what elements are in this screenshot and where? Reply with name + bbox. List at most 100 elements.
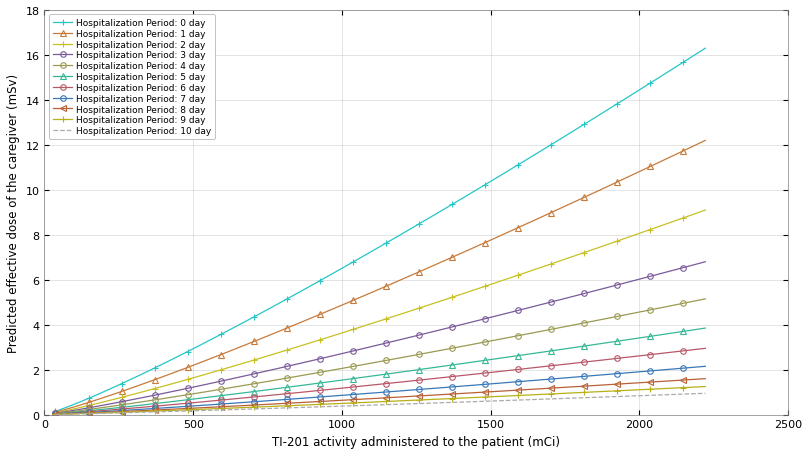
Hospitalization Period: 4 day: (593, 1.13): 4 day: (593, 1.13)	[216, 387, 226, 392]
Hospitalization Period: 9 day: (667, 0.313): 9 day: (667, 0.313)	[238, 405, 248, 410]
Hospitalization Period: 2 day: (593, 1.99): 2 day: (593, 1.99)	[216, 367, 226, 373]
Hospitalization Period: 8 day: (741, 0.453): 8 day: (741, 0.453)	[260, 402, 269, 407]
Hospitalization Period: 9 day: (593, 0.274): 9 day: (593, 0.274)	[216, 406, 226, 411]
Line: Hospitalization Period: 3 day: Hospitalization Period: 3 day	[53, 259, 708, 416]
Hospitalization Period: 6 day: (37, 0.0266): 6 day: (37, 0.0266)	[51, 411, 61, 417]
Hospitalization Period: 6 day: (667, 0.739): 6 day: (667, 0.739)	[238, 395, 248, 401]
X-axis label: TI-201 activity administered to the patient (mCi): TI-201 activity administered to the pati…	[273, 435, 561, 448]
Hospitalization Period: 1 day: (1.41e+03, 7.21): 1 day: (1.41e+03, 7.21)	[458, 250, 468, 256]
Hospitalization Period: 10 day: (1.41e+03, 0.562): 10 day: (1.41e+03, 0.562)	[458, 399, 468, 405]
Hospitalization Period: 8 day: (778, 0.479): 8 day: (778, 0.479)	[271, 401, 281, 407]
Line: Hospitalization Period: 4 day: Hospitalization Period: 4 day	[53, 296, 708, 416]
Hospitalization Period: 8 day: (407, 0.227): 8 day: (407, 0.227)	[161, 407, 171, 412]
Hospitalization Period: 5 day: (593, 0.843): 5 day: (593, 0.843)	[216, 393, 226, 399]
Hospitalization Period: 5 day: (778, 1.15): 5 day: (778, 1.15)	[271, 386, 281, 392]
Hospitalization Period: 2 day: (778, 2.72): 2 day: (778, 2.72)	[271, 351, 281, 356]
Hospitalization Period: 3 day: (667, 1.7): 3 day: (667, 1.7)	[238, 374, 248, 379]
Hospitalization Period: 1 day: (593, 2.67): 1 day: (593, 2.67)	[216, 352, 226, 358]
Hospitalization Period: 4 day: (37, 0.0464): 4 day: (37, 0.0464)	[51, 411, 61, 416]
Hospitalization Period: 10 day: (407, 0.135): 10 day: (407, 0.135)	[161, 409, 171, 415]
Hospitalization Period: 0 day: (1.41e+03, 9.64): 0 day: (1.41e+03, 9.64)	[458, 196, 468, 201]
Hospitalization Period: 8 day: (37, 0.0144): 8 day: (37, 0.0144)	[51, 412, 61, 417]
Hospitalization Period: 4 day: (1.41e+03, 3.05): 4 day: (1.41e+03, 3.05)	[458, 344, 468, 349]
Hospitalization Period: 9 day: (741, 0.354): 9 day: (741, 0.354)	[260, 404, 269, 410]
Hospitalization Period: 8 day: (1.41e+03, 0.946): 8 day: (1.41e+03, 0.946)	[458, 391, 468, 396]
Hospitalization Period: 7 day: (407, 0.305): 7 day: (407, 0.305)	[161, 405, 171, 410]
Hospitalization Period: 6 day: (407, 0.419): 6 day: (407, 0.419)	[161, 403, 171, 408]
Hospitalization Period: 0 day: (778, 4.88): 0 day: (778, 4.88)	[271, 303, 281, 308]
Hospitalization Period: 10 day: (667, 0.238): 10 day: (667, 0.238)	[238, 407, 248, 412]
Hospitalization Period: 3 day: (778, 2.03): 3 day: (778, 2.03)	[271, 366, 281, 372]
Hospitalization Period: 6 day: (741, 0.834): 6 day: (741, 0.834)	[260, 393, 269, 399]
Y-axis label: Predicted effective dose of the caregiver (mSv): Predicted effective dose of the caregive…	[7, 74, 20, 352]
Hospitalization Period: 1 day: (741, 3.45): 1 day: (741, 3.45)	[260, 334, 269, 340]
Hospitalization Period: 4 day: (741, 1.46): 4 day: (741, 1.46)	[260, 379, 269, 385]
Hospitalization Period: 7 day: (741, 0.608): 7 day: (741, 0.608)	[260, 399, 269, 404]
Hospitalization Period: 5 day: (1.41e+03, 2.28): 5 day: (1.41e+03, 2.28)	[458, 361, 468, 366]
Hospitalization Period: 5 day: (667, 0.965): 5 day: (667, 0.965)	[238, 390, 248, 396]
Hospitalization Period: 7 day: (593, 0.471): 7 day: (593, 0.471)	[216, 401, 226, 407]
Hospitalization Period: 10 day: (2.22e+03, 0.95): 10 day: (2.22e+03, 0.95)	[701, 391, 710, 396]
Line: Hospitalization Period: 5 day: Hospitalization Period: 5 day	[53, 326, 708, 417]
Hospitalization Period: 2 day: (37, 0.082): 2 day: (37, 0.082)	[51, 410, 61, 415]
Hospitalization Period: 5 day: (407, 0.547): 5 day: (407, 0.547)	[161, 400, 171, 405]
Hospitalization Period: 1 day: (778, 3.65): 1 day: (778, 3.65)	[271, 330, 281, 336]
Hospitalization Period: 0 day: (593, 3.57): 0 day: (593, 3.57)	[216, 332, 226, 338]
Hospitalization Period: 7 day: (37, 0.0194): 7 day: (37, 0.0194)	[51, 412, 61, 417]
Hospitalization Period: 0 day: (407, 2.31): 0 day: (407, 2.31)	[161, 360, 171, 365]
Hospitalization Period: 2 day: (2.22e+03, 9.1): 2 day: (2.22e+03, 9.1)	[701, 208, 710, 213]
Hospitalization Period: 2 day: (667, 2.28): 2 day: (667, 2.28)	[238, 361, 248, 366]
Hospitalization Period: 2 day: (407, 1.29): 2 day: (407, 1.29)	[161, 383, 171, 389]
Hospitalization Period: 3 day: (2.22e+03, 6.8): 3 day: (2.22e+03, 6.8)	[701, 259, 710, 265]
Hospitalization Period: 0 day: (741, 4.61): 0 day: (741, 4.61)	[260, 308, 269, 314]
Hospitalization Period: 4 day: (2.22e+03, 5.15): 4 day: (2.22e+03, 5.15)	[701, 297, 710, 302]
Line: Hospitalization Period: 7 day: Hospitalization Period: 7 day	[53, 364, 708, 417]
Hospitalization Period: 8 day: (2.22e+03, 1.6): 8 day: (2.22e+03, 1.6)	[701, 376, 710, 382]
Hospitalization Period: 10 day: (593, 0.208): 10 day: (593, 0.208)	[216, 407, 226, 413]
Hospitalization Period: 0 day: (667, 4.08): 0 day: (667, 4.08)	[238, 320, 248, 326]
Hospitalization Period: 3 day: (593, 1.49): 3 day: (593, 1.49)	[216, 379, 226, 384]
Hospitalization Period: 2 day: (1.41e+03, 5.38): 2 day: (1.41e+03, 5.38)	[458, 291, 468, 297]
Legend: Hospitalization Period: 0 day, Hospitalization Period: 1 day, Hospitalization Pe: Hospitalization Period: 0 day, Hospitali…	[49, 15, 215, 139]
Hospitalization Period: 6 day: (593, 0.646): 6 day: (593, 0.646)	[216, 398, 226, 403]
Hospitalization Period: 7 day: (1.41e+03, 1.27): 7 day: (1.41e+03, 1.27)	[458, 384, 468, 389]
Line: Hospitalization Period: 6 day: Hospitalization Period: 6 day	[53, 346, 708, 417]
Hospitalization Period: 10 day: (37, 0.00856): 10 day: (37, 0.00856)	[51, 412, 61, 417]
Hospitalization Period: 9 day: (2.22e+03, 1.25): 9 day: (2.22e+03, 1.25)	[701, 384, 710, 389]
Hospitalization Period: 7 day: (778, 0.643): 7 day: (778, 0.643)	[271, 398, 281, 403]
Hospitalization Period: 8 day: (667, 0.401): 8 day: (667, 0.401)	[238, 403, 248, 409]
Hospitalization Period: 4 day: (407, 0.731): 4 day: (407, 0.731)	[161, 395, 171, 401]
Hospitalization Period: 4 day: (778, 1.54): 4 day: (778, 1.54)	[271, 378, 281, 383]
Hospitalization Period: 6 day: (1.41e+03, 1.74): 6 day: (1.41e+03, 1.74)	[458, 373, 468, 378]
Hospitalization Period: 3 day: (407, 0.966): 3 day: (407, 0.966)	[161, 390, 171, 396]
Hospitalization Period: 7 day: (667, 0.539): 7 day: (667, 0.539)	[238, 400, 248, 405]
Hospitalization Period: 8 day: (593, 0.35): 8 day: (593, 0.35)	[216, 404, 226, 410]
Hospitalization Period: 0 day: (2.22e+03, 16.3): 0 day: (2.22e+03, 16.3)	[701, 46, 710, 52]
Hospitalization Period: 3 day: (37, 0.0613): 3 day: (37, 0.0613)	[51, 410, 61, 416]
Hospitalization Period: 1 day: (407, 1.73): 1 day: (407, 1.73)	[161, 373, 171, 379]
Hospitalization Period: 9 day: (407, 0.177): 9 day: (407, 0.177)	[161, 408, 171, 414]
Hospitalization Period: 6 day: (2.22e+03, 2.95): 6 day: (2.22e+03, 2.95)	[701, 346, 710, 351]
Line: Hospitalization Period: 2 day: Hospitalization Period: 2 day	[52, 207, 709, 416]
Line: Hospitalization Period: 0 day: Hospitalization Period: 0 day	[52, 46, 709, 415]
Line: Hospitalization Period: 9 day: Hospitalization Period: 9 day	[52, 383, 709, 418]
Hospitalization Period: 6 day: (778, 0.882): 6 day: (778, 0.882)	[271, 392, 281, 398]
Line: Hospitalization Period: 10 day: Hospitalization Period: 10 day	[56, 394, 705, 415]
Hospitalization Period: 3 day: (741, 1.92): 3 day: (741, 1.92)	[260, 369, 269, 374]
Hospitalization Period: 9 day: (778, 0.374): 9 day: (778, 0.374)	[271, 404, 281, 409]
Hospitalization Period: 0 day: (37, 0.147): 0 day: (37, 0.147)	[51, 409, 61, 414]
Hospitalization Period: 7 day: (2.22e+03, 2.15): 7 day: (2.22e+03, 2.15)	[701, 364, 710, 369]
Hospitalization Period: 1 day: (37, 0.11): 1 day: (37, 0.11)	[51, 410, 61, 415]
Hospitalization Period: 5 day: (2.22e+03, 3.85): 5 day: (2.22e+03, 3.85)	[701, 326, 710, 331]
Hospitalization Period: 9 day: (1.41e+03, 0.739): 9 day: (1.41e+03, 0.739)	[458, 395, 468, 401]
Hospitalization Period: 10 day: (741, 0.269): 10 day: (741, 0.269)	[260, 406, 269, 411]
Hospitalization Period: 4 day: (667, 1.29): 4 day: (667, 1.29)	[238, 383, 248, 389]
Line: Hospitalization Period: 8 day: Hospitalization Period: 8 day	[53, 376, 708, 417]
Hospitalization Period: 9 day: (37, 0.0113): 9 day: (37, 0.0113)	[51, 412, 61, 417]
Hospitalization Period: 5 day: (741, 1.09): 5 day: (741, 1.09)	[260, 388, 269, 393]
Hospitalization Period: 1 day: (2.22e+03, 12.2): 1 day: (2.22e+03, 12.2)	[701, 138, 710, 144]
Hospitalization Period: 3 day: (1.41e+03, 4.02): 3 day: (1.41e+03, 4.02)	[458, 322, 468, 327]
Hospitalization Period: 5 day: (37, 0.0347): 5 day: (37, 0.0347)	[51, 411, 61, 417]
Line: Hospitalization Period: 1 day: Hospitalization Period: 1 day	[53, 138, 708, 415]
Hospitalization Period: 10 day: (778, 0.284): 10 day: (778, 0.284)	[271, 405, 281, 411]
